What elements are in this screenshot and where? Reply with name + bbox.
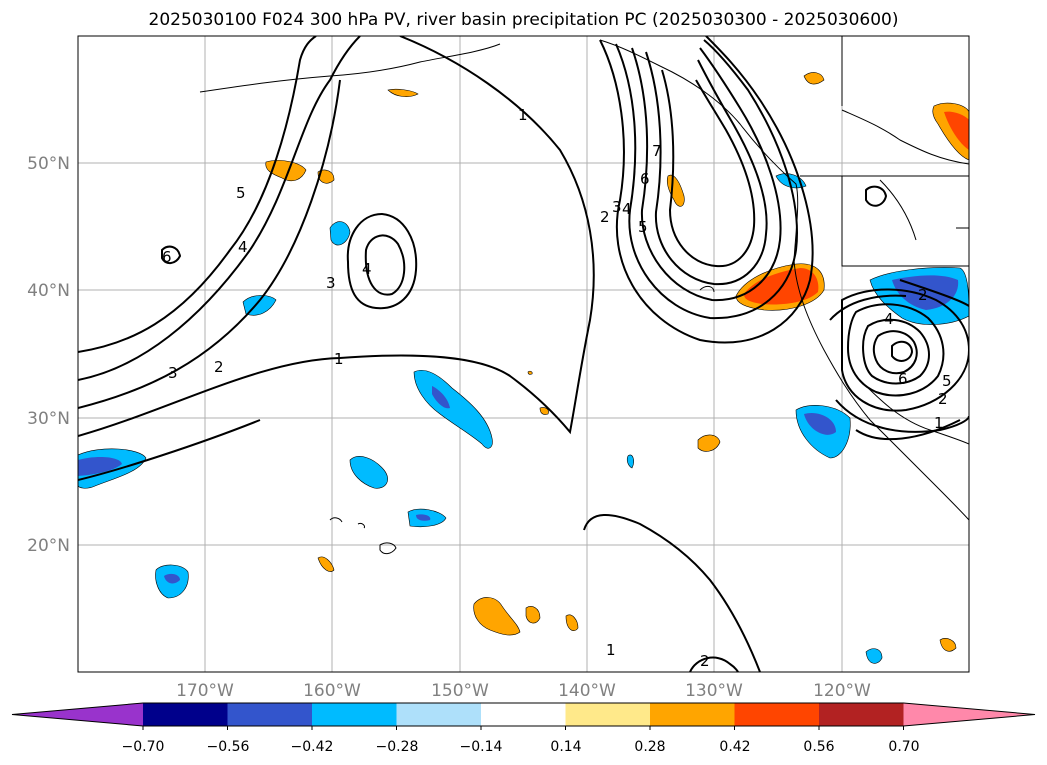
orange-patch: [666, 174, 685, 207]
colorbar-segment: [143, 703, 228, 726]
contour-label: 2: [700, 652, 710, 670]
colorbar-segment: [227, 703, 313, 726]
colorbar-segment: [650, 703, 735, 726]
contour-label: 3: [168, 364, 178, 382]
colorbar-segment: [396, 703, 482, 726]
contour-label: 6: [898, 370, 908, 388]
colorbar-segment: [565, 703, 651, 726]
orange-patch: [265, 160, 307, 182]
map-title: 2025030100 F024 300 hPa PV, river basin …: [148, 10, 899, 30]
dark-blue-patch: [416, 514, 431, 521]
contour-label: 4: [884, 310, 894, 328]
colorbar-extend-high: [903, 703, 1035, 726]
orange-patch: [697, 434, 721, 452]
orange-patch: [803, 72, 825, 85]
colorbar-tick-label: 0.42: [719, 739, 750, 755]
lat-label: 50°N: [27, 154, 70, 174]
orange-patch: [565, 614, 579, 631]
contour-label: 1: [934, 414, 944, 432]
dark-blue-patch: [892, 275, 959, 310]
contour-label: 2: [600, 208, 610, 226]
lat-label: 30°N: [27, 409, 70, 429]
colorbar-segment: [481, 703, 566, 726]
orange-patch: [539, 407, 549, 415]
lon-labels: 170°W 160°W 150°W 140°W 130°W 120°W: [176, 681, 871, 700]
orange-patch: [525, 606, 541, 624]
red-patch: [944, 111, 969, 150]
blue-patch: [626, 454, 634, 469]
contour-label: 1: [334, 350, 344, 368]
contour-label: 5: [638, 218, 648, 236]
orange-patch: [473, 597, 521, 636]
map-frame: [77, 35, 970, 673]
contour-label: 4: [362, 260, 372, 278]
contour-label: 3: [612, 198, 622, 216]
colorbar-segment: [734, 703, 820, 726]
colorbar-tick-label: −0.70: [122, 739, 165, 755]
colorbar-tick-label: −0.28: [376, 739, 419, 755]
colorbar-tick-label: 0.14: [550, 739, 581, 755]
contour-label: 2: [214, 358, 224, 376]
dark-blue-patch: [164, 573, 180, 584]
colorbar-segments: [11, 702, 1036, 730]
colorbar-outline: [11, 702, 1036, 727]
contour-label: 1: [606, 641, 616, 659]
contour-labels: 1 1 1 2 2 2 2 3 3 3 4 4 4 4 5 5 5 6 6 6 …: [162, 106, 952, 670]
blue-patch: [865, 648, 883, 664]
colorbar-extend-low: [12, 703, 143, 726]
lon-label: 140°W: [558, 681, 616, 700]
contour-label: 6: [640, 170, 650, 188]
lat-labels: 50°N 40°N 30°N 20°N: [27, 154, 70, 556]
orange-patch: [317, 169, 335, 184]
colorbar-tick-label: −0.56: [207, 739, 250, 755]
colorbar-segment: [312, 703, 397, 726]
lon-label: 130°W: [685, 681, 743, 700]
dark-blue-patch: [78, 456, 122, 476]
contour-label: 1: [518, 106, 528, 124]
contour-label: 2: [938, 390, 948, 408]
contour-label: 3: [326, 274, 336, 292]
orange-patch: [317, 556, 335, 572]
lon-label: 150°W: [431, 681, 489, 700]
contour-label: 5: [236, 184, 246, 202]
lat-label: 20°N: [27, 536, 70, 556]
colorbar-tick-label: 0.70: [888, 739, 919, 755]
colorbar-tick-label: −0.14: [460, 739, 503, 755]
contour-label: 6: [162, 248, 172, 266]
contour-label: 2: [918, 286, 928, 304]
map-background: [78, 36, 969, 672]
contour-label: 7: [652, 142, 662, 160]
lon-label: 160°W: [303, 681, 361, 700]
contour-label: 4: [622, 200, 632, 218]
orange-patch: [527, 370, 533, 375]
contour-label: 5: [942, 372, 952, 390]
lon-label: 170°W: [176, 681, 234, 700]
lon-label: 120°W: [813, 681, 871, 700]
dark-blue-patch: [804, 412, 836, 435]
dark-blue-patch: [432, 386, 450, 409]
blue-patch: [329, 221, 351, 246]
precip-shading: [78, 72, 969, 664]
orange-patch: [939, 638, 957, 652]
colorbar-segment: [819, 703, 904, 726]
contour-label: 4: [238, 238, 248, 256]
pv-precip-map: 1 1 1 2 2 2 2 3 3 3 4 4 4 4 5 5 5 6 6 6 …: [27, 35, 970, 700]
colorbar-tick-label: 0.28: [634, 739, 665, 755]
orange-patch: [387, 88, 419, 97]
colorbar-ticks: −0.70 −0.56 −0.42 −0.28 −0.14 0.14 0.28 …: [122, 739, 920, 755]
lat-label: 40°N: [27, 281, 70, 301]
colorbar-tick-label: 0.56: [803, 739, 834, 755]
blue-patch: [349, 456, 388, 489]
colorbar-tick-label: −0.42: [291, 739, 334, 755]
